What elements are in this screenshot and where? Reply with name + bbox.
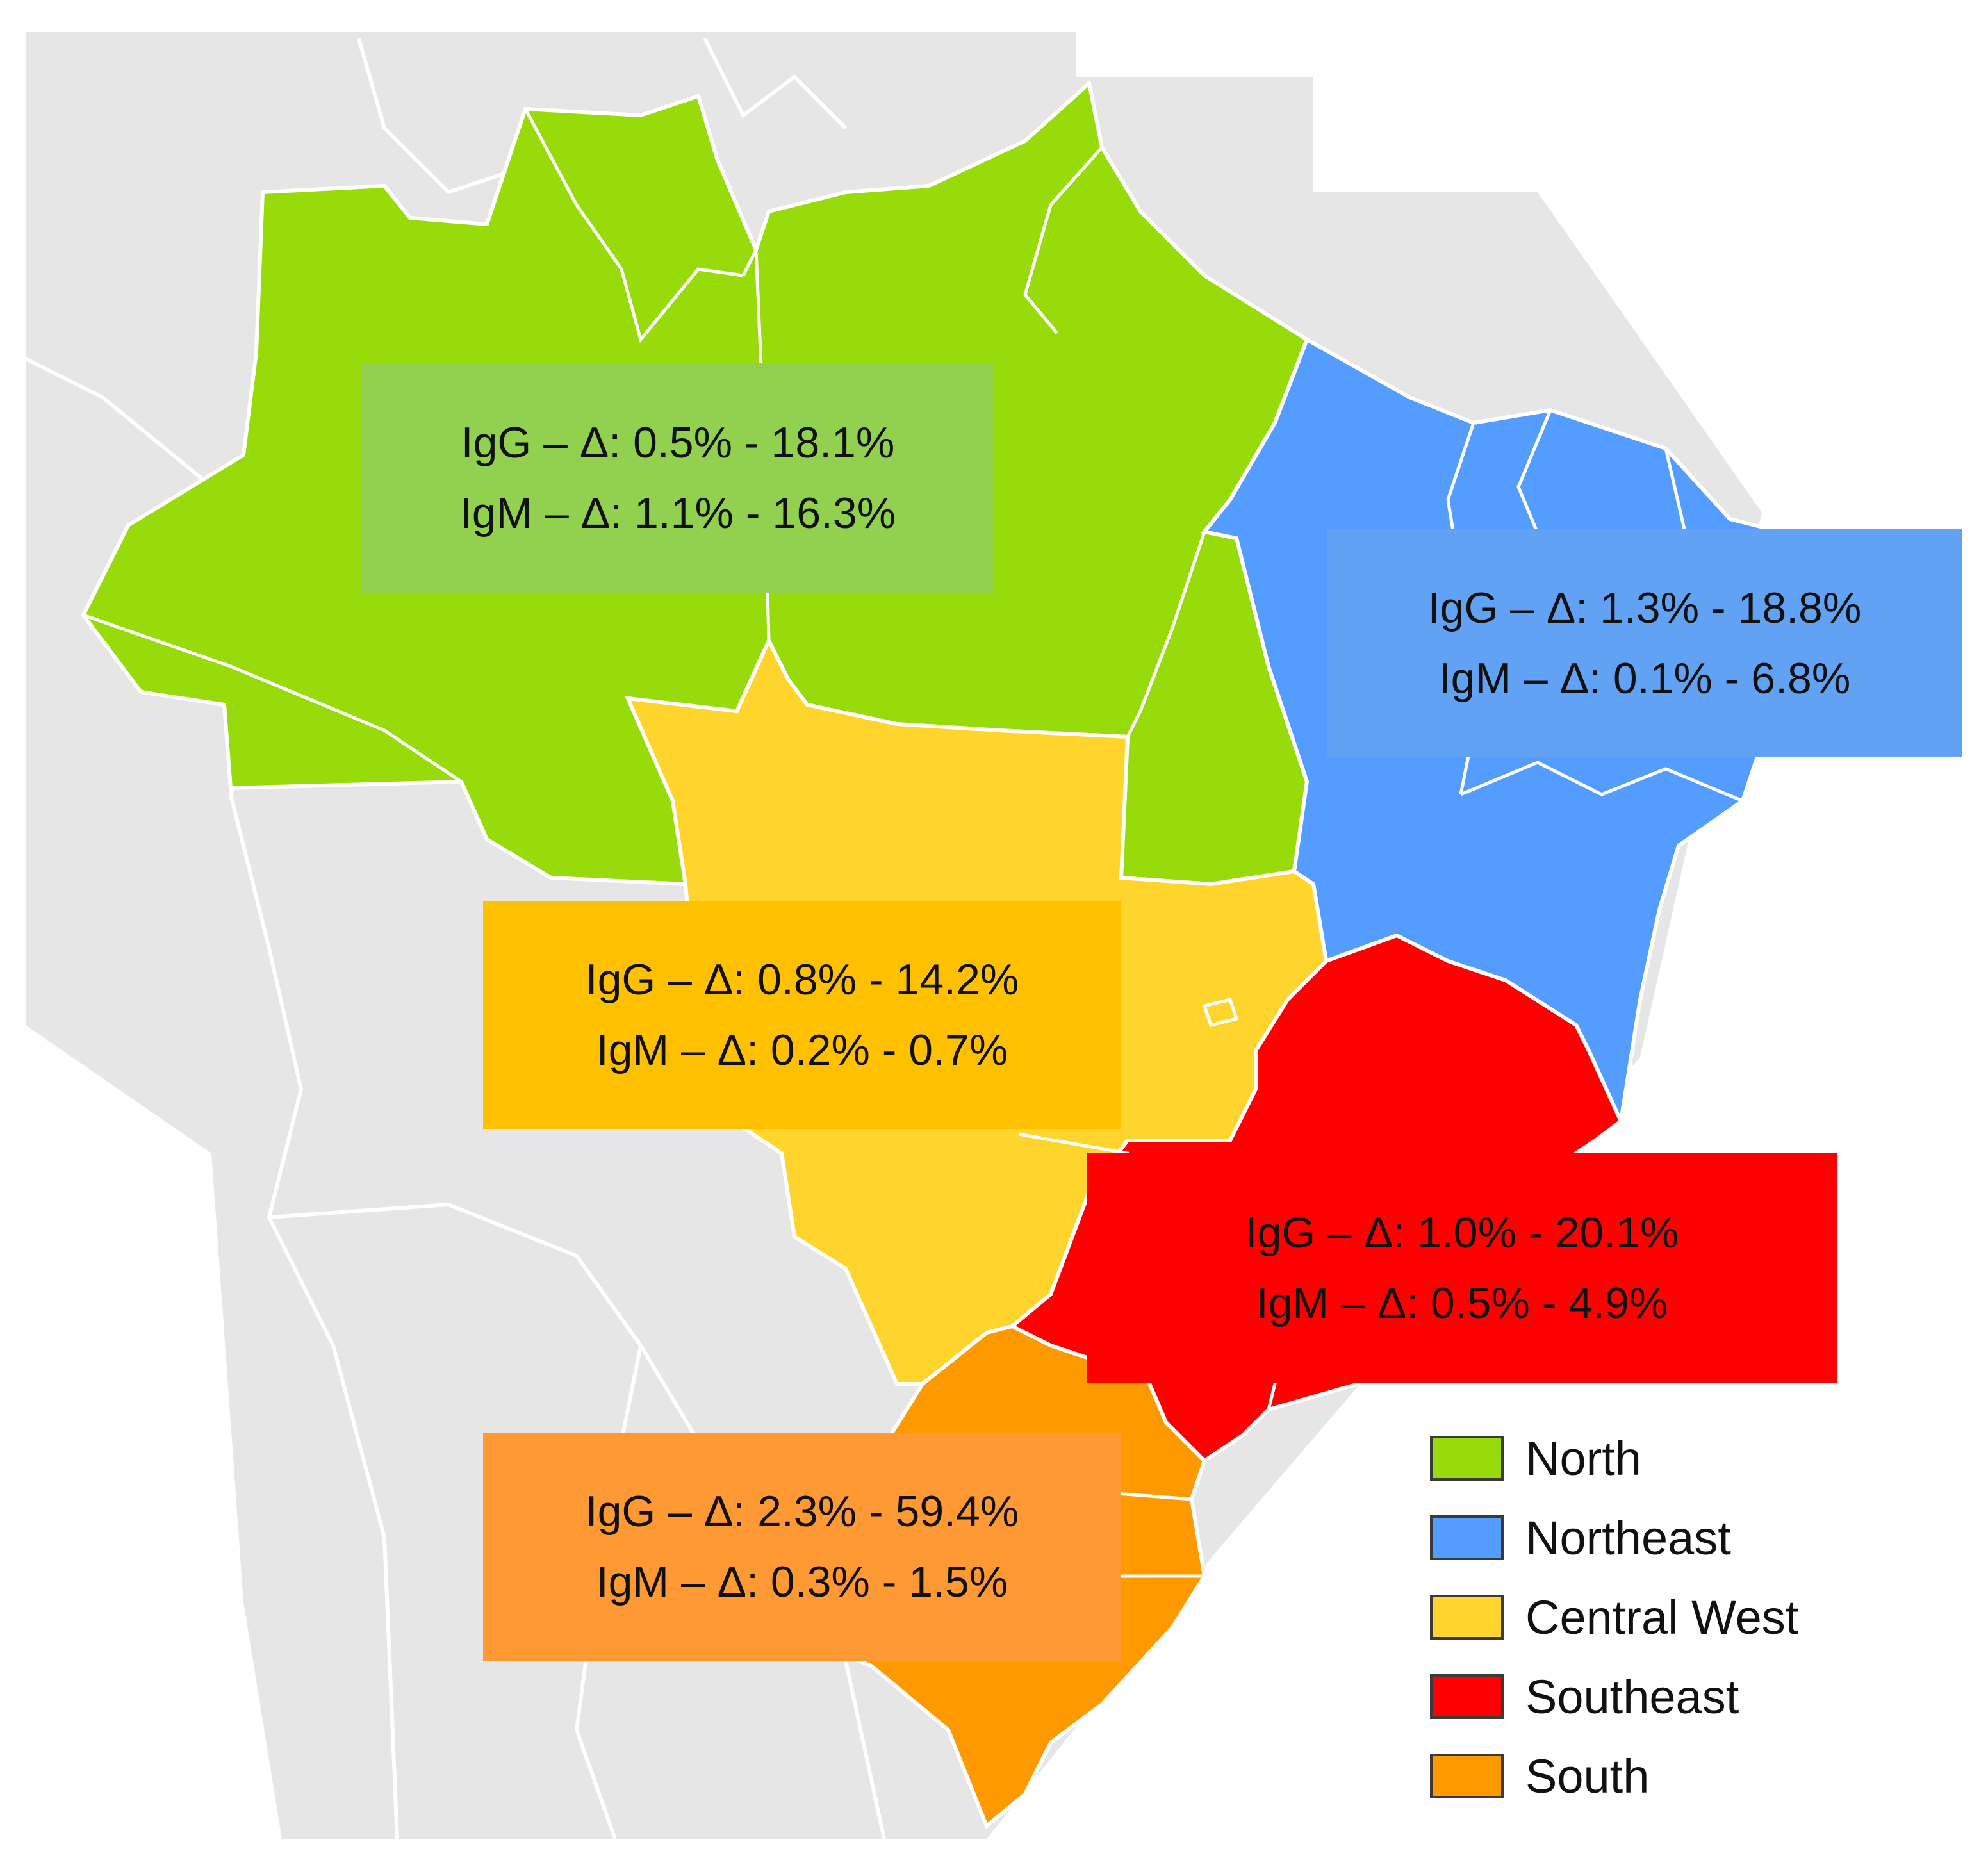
legend-label-north: North <box>1525 1431 1641 1485</box>
legend-swatch-northeast <box>1430 1515 1504 1560</box>
central-west-igg-text: IgG – Δ: 0.8% - 14.2% <box>585 955 1019 1004</box>
region-box-south: IgG – Δ: 2.3% - 59.4% IgM – Δ: 0.3% - 1.… <box>483 1433 1121 1661</box>
legend-label-northeast: Northeast <box>1525 1511 1731 1565</box>
southeast-igm-text: IgM – Δ: 0.5% - 4.9% <box>1256 1279 1668 1328</box>
north-igg-text: IgG – Δ: 0.5% - 18.1% <box>461 418 895 467</box>
south-igg-text: IgG – Δ: 2.3% - 59.4% <box>585 1487 1019 1536</box>
legend-label-southeast: Southeast <box>1525 1670 1739 1723</box>
legend-swatch-north <box>1430 1436 1504 1481</box>
legend-item-southeast: Southeast <box>1430 1657 1891 1736</box>
legend-item-central-west: Central West <box>1430 1577 1891 1657</box>
legend-item-north: North <box>1430 1419 1891 1498</box>
legend-item-northeast: Northeast <box>1430 1498 1891 1577</box>
region-box-northeast: IgG – Δ: 1.3% - 18.8% IgM – Δ: 0.1% - 6.… <box>1327 529 1962 757</box>
region-box-north: IgG – Δ: 0.5% - 18.1% IgM – Δ: 1.1% - 16… <box>361 363 994 593</box>
northeast-igm-text: IgM – Δ: 0.1% - 6.8% <box>1438 654 1851 703</box>
region-box-southeast: IgG – Δ: 1.0% - 20.1% IgM – Δ: 0.5% - 4.… <box>1087 1153 1837 1383</box>
central-west-igm-text: IgM – Δ: 0.2% - 0.7% <box>596 1026 1008 1074</box>
legend-label-central-west: Central West <box>1525 1590 1799 1644</box>
region-box-central-west: IgG – Δ: 0.8% - 14.2% IgM – Δ: 0.2% - 0.… <box>483 901 1121 1129</box>
north-igm-text: IgM – Δ: 1.1% - 16.3% <box>459 489 896 538</box>
legend-swatch-central-west <box>1430 1595 1504 1640</box>
legend: North Northeast Central West Southeast S… <box>1430 1419 1891 1816</box>
northeast-igg-text: IgG – Δ: 1.3% - 18.8% <box>1427 584 1862 632</box>
legend-swatch-south <box>1430 1754 1504 1798</box>
legend-item-south: South <box>1430 1736 1891 1816</box>
legend-swatch-southeast <box>1430 1674 1504 1719</box>
legend-label-south: South <box>1525 1749 1650 1803</box>
southeast-igg-text: IgG – Δ: 1.0% - 20.1% <box>1245 1208 1679 1257</box>
south-igm-text: IgM – Δ: 0.3% - 1.5% <box>596 1558 1008 1606</box>
